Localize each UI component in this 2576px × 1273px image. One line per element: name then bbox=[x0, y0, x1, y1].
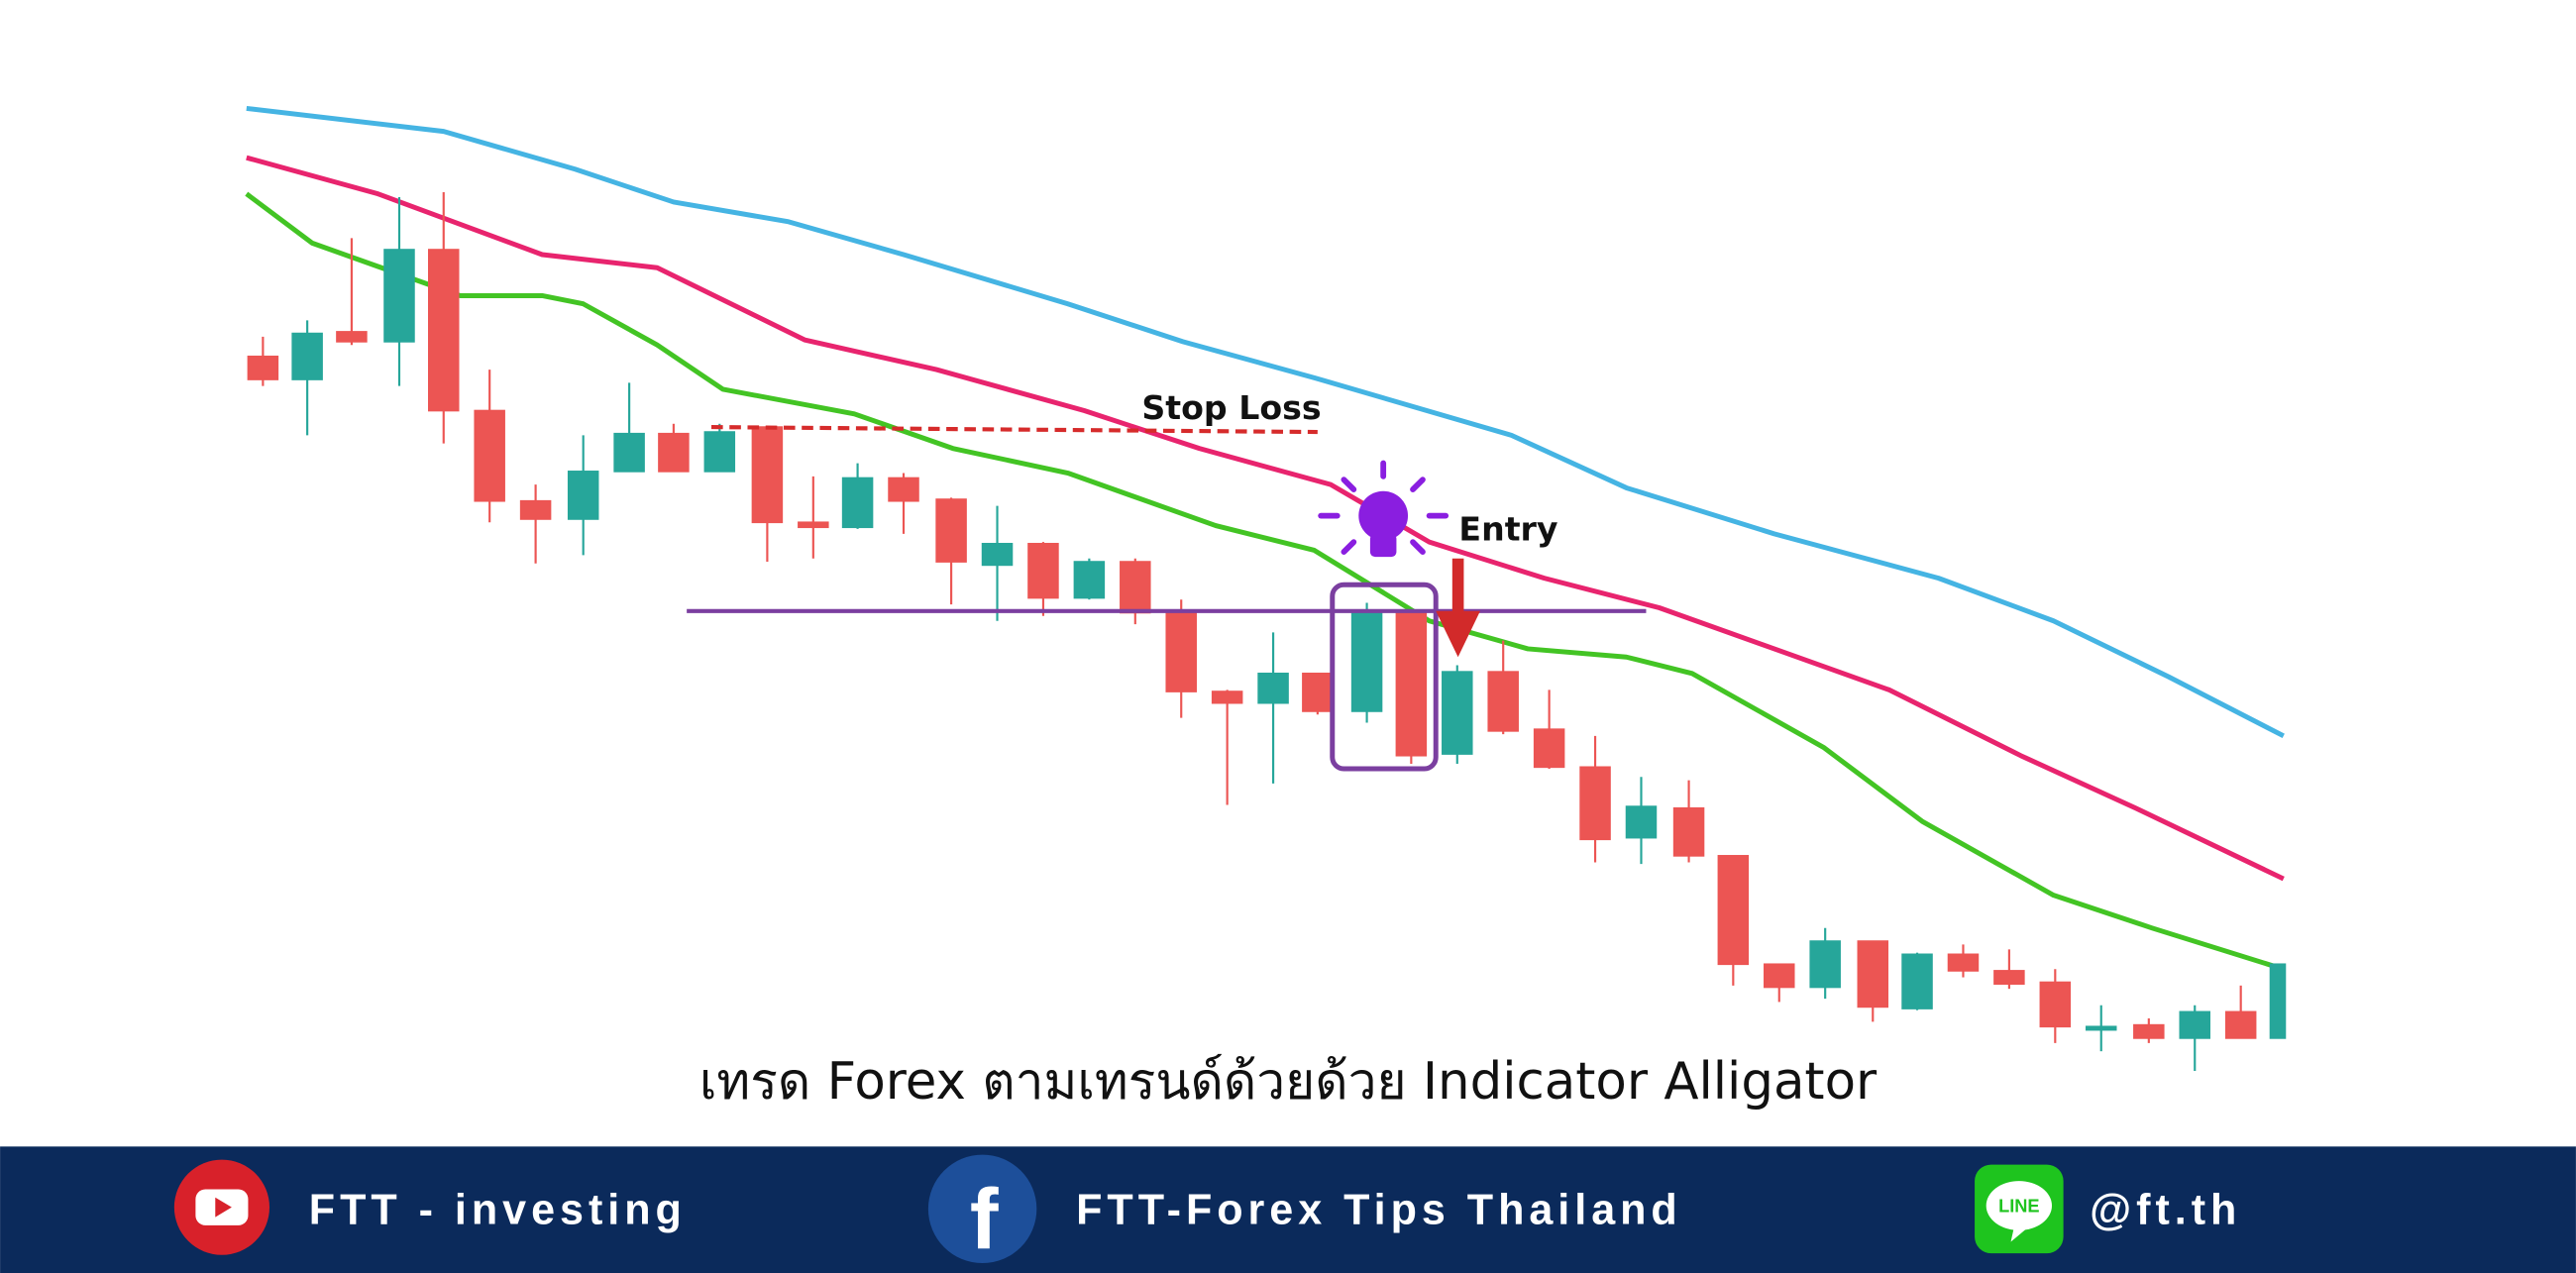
candle bbox=[474, 409, 505, 502]
candle bbox=[1302, 672, 1334, 712]
lightbulb-icon bbox=[1318, 460, 1449, 558]
candle bbox=[2085, 1025, 2117, 1031]
candle bbox=[1211, 690, 1243, 704]
candle bbox=[1947, 953, 1980, 972]
entry-arrow bbox=[1436, 558, 1480, 658]
candle bbox=[658, 432, 690, 473]
candle bbox=[519, 499, 552, 520]
candle bbox=[1672, 806, 1705, 857]
candle bbox=[336, 331, 368, 343]
teeth-line bbox=[246, 155, 2285, 882]
candle bbox=[2039, 981, 2072, 1028]
candle bbox=[981, 542, 1014, 567]
candle bbox=[1764, 963, 1795, 989]
youtube-label[interactable]: FTT - investing bbox=[309, 1186, 687, 1233]
lips-line bbox=[245, 191, 2285, 972]
candle bbox=[567, 471, 599, 520]
candle bbox=[2224, 1010, 2257, 1039]
entry-label: Entry bbox=[1458, 510, 1557, 549]
signal-box bbox=[1330, 582, 1439, 772]
candle bbox=[1901, 953, 1933, 1009]
candle bbox=[383, 249, 415, 343]
alligator-lines bbox=[245, 105, 2285, 972]
candle bbox=[1717, 855, 1750, 966]
candle bbox=[1993, 970, 2025, 986]
candle bbox=[1533, 728, 1565, 769]
candle bbox=[428, 249, 460, 412]
candle bbox=[1120, 561, 1151, 614]
candle bbox=[247, 355, 279, 380]
jaw-line bbox=[246, 105, 2285, 739]
stop-loss-line bbox=[711, 425, 1318, 435]
candle bbox=[798, 521, 829, 529]
facebook-label[interactable]: FTT-Forex Tips Thailand bbox=[1076, 1186, 1682, 1233]
candle bbox=[2179, 1010, 2211, 1039]
footer-bar bbox=[0, 1146, 2576, 1273]
candle bbox=[2133, 1023, 2165, 1039]
candle bbox=[1442, 671, 1473, 755]
candle bbox=[1027, 542, 1059, 599]
youtube-icon bbox=[173, 1159, 269, 1255]
candle bbox=[1579, 766, 1611, 841]
candle bbox=[291, 332, 323, 380]
candle bbox=[751, 426, 784, 524]
line-label[interactable]: @ft.th bbox=[2090, 1186, 2241, 1233]
candle bbox=[1350, 609, 1383, 712]
candle bbox=[1857, 940, 1889, 1008]
candle bbox=[1073, 561, 1106, 599]
candle bbox=[1809, 940, 1841, 989]
candle bbox=[1487, 671, 1519, 732]
candles bbox=[247, 191, 2287, 1072]
line-icon-text: LINE bbox=[1998, 1196, 2040, 1217]
caption: เทรด Forex ตามเทรนด์ด้วยด้วย Indicator A… bbox=[699, 1052, 1878, 1112]
candle bbox=[703, 431, 736, 473]
svg-text:f: f bbox=[970, 1172, 999, 1267]
stop-loss-label: Stop Loss bbox=[1141, 388, 1321, 427]
candle bbox=[841, 477, 874, 529]
candle bbox=[935, 498, 967, 563]
facebook-icon: f bbox=[927, 1154, 1037, 1267]
candle bbox=[613, 432, 645, 473]
candle bbox=[1395, 611, 1428, 757]
line-icon: LINE bbox=[1975, 1164, 2064, 1254]
candle bbox=[888, 477, 919, 502]
candle bbox=[1625, 805, 1658, 839]
candle bbox=[1165, 611, 1197, 692]
candle bbox=[2269, 963, 2287, 1039]
candle bbox=[1257, 672, 1289, 704]
